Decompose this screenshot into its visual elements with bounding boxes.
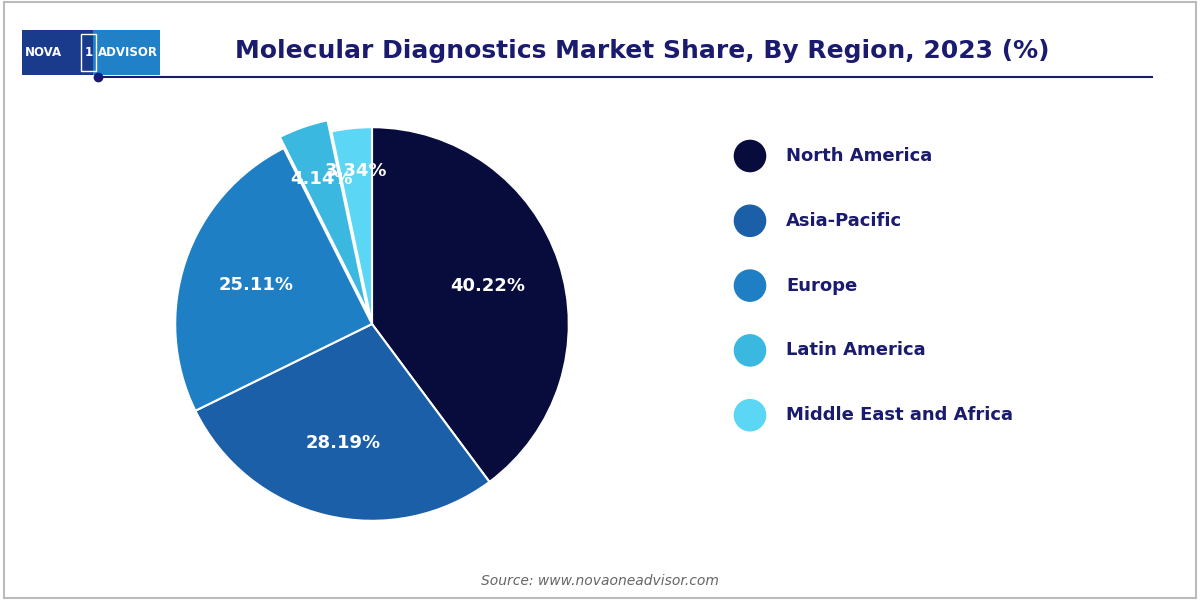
Text: 25.11%: 25.11% (218, 276, 294, 294)
Text: Molecular Diagnostics Market Share, By Region, 2023 (%): Molecular Diagnostics Market Share, By R… (235, 39, 1049, 63)
Wedge shape (175, 148, 372, 411)
Wedge shape (331, 127, 372, 324)
Wedge shape (280, 120, 368, 313)
Text: Source: www.novaoneadvisor.com: Source: www.novaoneadvisor.com (481, 574, 719, 588)
Text: Middle East and Africa: Middle East and Africa (786, 406, 1013, 424)
FancyBboxPatch shape (94, 30, 160, 75)
Wedge shape (372, 127, 569, 482)
Text: 28.19%: 28.19% (306, 434, 380, 452)
Text: 3.34%: 3.34% (325, 163, 388, 181)
Wedge shape (196, 324, 490, 521)
Text: NOVA: NOVA (25, 46, 62, 59)
FancyBboxPatch shape (22, 30, 94, 75)
Text: 40.22%: 40.22% (450, 277, 526, 295)
Text: Asia-Pacific: Asia-Pacific (786, 212, 902, 230)
Text: 4.14%: 4.14% (290, 170, 353, 188)
Text: Europe: Europe (786, 277, 857, 295)
Text: Latin America: Latin America (786, 341, 925, 359)
Text: 1: 1 (84, 46, 92, 59)
Text: North America: North America (786, 147, 932, 165)
Text: ADVISOR: ADVISOR (97, 46, 157, 59)
